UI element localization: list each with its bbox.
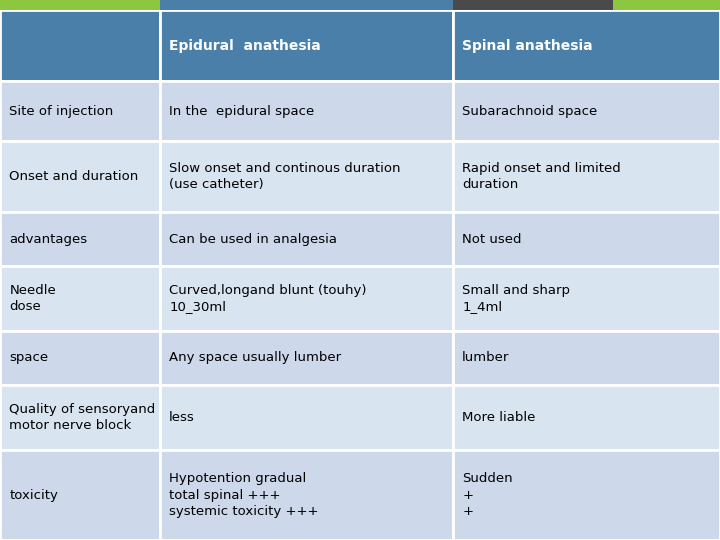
Bar <box>160 82 453 141</box>
Text: More liable: More liable <box>462 411 536 424</box>
Bar <box>453 141 720 212</box>
Text: Sudden
+
+: Sudden + + <box>462 472 513 518</box>
Text: less: less <box>169 411 195 424</box>
Bar <box>160 0 453 10</box>
Bar <box>0 82 160 141</box>
Bar <box>0 141 160 212</box>
Text: Site of injection: Site of injection <box>9 105 114 118</box>
Bar <box>0 331 160 384</box>
Bar <box>0 266 160 331</box>
Text: Hypotention gradual
total spinal +++
systemic toxicity +++: Hypotention gradual total spinal +++ sys… <box>169 472 319 518</box>
Text: Slow onset and continous duration
(use catheter): Slow onset and continous duration (use c… <box>169 162 401 191</box>
Bar <box>0 384 160 450</box>
Bar <box>0 450 160 540</box>
Text: Any space usually lumber: Any space usually lumber <box>169 352 341 365</box>
Bar <box>160 10 453 82</box>
Text: Needle
dose: Needle dose <box>9 284 56 313</box>
Text: In the  epidural space: In the epidural space <box>169 105 315 118</box>
Bar <box>453 212 720 266</box>
Text: space: space <box>9 352 48 365</box>
Bar <box>160 331 453 384</box>
Text: Small and sharp
1_4ml: Small and sharp 1_4ml <box>462 284 570 313</box>
Bar <box>160 384 453 450</box>
Bar <box>0 0 160 10</box>
Bar <box>0 10 160 82</box>
Text: Not used: Not used <box>462 233 522 246</box>
Bar <box>160 212 453 266</box>
Text: Quality of sensoryand
motor nerve block: Quality of sensoryand motor nerve block <box>9 403 156 432</box>
Bar <box>453 331 720 384</box>
Text: Onset and duration: Onset and duration <box>9 170 139 183</box>
Bar <box>0 212 160 266</box>
Text: Spinal anathesia: Spinal anathesia <box>462 38 593 52</box>
Text: advantages: advantages <box>9 233 88 246</box>
Text: Epidural  anathesia: Epidural anathesia <box>169 38 321 52</box>
Text: Curved,longand blunt (touhy)
10_30ml: Curved,longand blunt (touhy) 10_30ml <box>169 284 366 313</box>
Text: lumber: lumber <box>462 352 510 365</box>
Text: Subarachnoid space: Subarachnoid space <box>462 105 598 118</box>
Bar <box>613 0 720 10</box>
Text: Can be used in analgesia: Can be used in analgesia <box>169 233 337 246</box>
Bar <box>453 450 720 540</box>
Bar <box>160 450 453 540</box>
Bar <box>453 0 613 10</box>
Bar <box>453 384 720 450</box>
Text: Rapid onset and limited
duration: Rapid onset and limited duration <box>462 162 621 191</box>
Bar <box>453 266 720 331</box>
Bar <box>453 82 720 141</box>
Text: toxicity: toxicity <box>9 489 58 502</box>
Bar <box>453 10 720 82</box>
Bar <box>160 266 453 331</box>
Bar <box>160 141 453 212</box>
